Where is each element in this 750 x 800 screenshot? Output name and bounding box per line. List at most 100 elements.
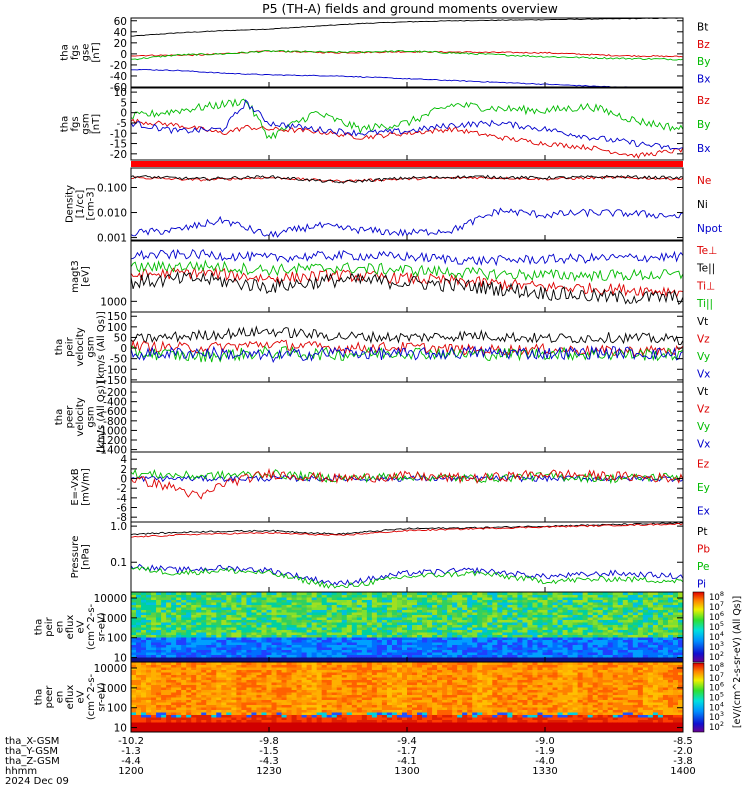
x-row-label: tha_Y-GSM <box>5 746 58 757</box>
y-axis-label: peer <box>65 405 76 429</box>
y-tick-label: 40 <box>114 27 127 39</box>
y-axis-label: (cm^2-s- <box>86 673 97 720</box>
series-line-density-Npot <box>130 207 684 238</box>
legend-entry: By <box>697 119 710 131</box>
legend-entry: Bx <box>697 73 710 85</box>
y-axis-label: [nT] <box>91 42 102 62</box>
colorbar-label: [eV/(cm^2-s-sr-eV) (All Qs)] <box>732 596 743 728</box>
series-line-fgs_gsm-Bz <box>130 118 684 159</box>
series-line-pressure-Pb <box>130 522 684 538</box>
colorbar <box>692 662 705 733</box>
y-tick-label: 1000 <box>100 683 127 695</box>
y-axis-label: [1/cc] <box>75 190 86 219</box>
y-tick-label: 0.010 <box>97 208 127 220</box>
x-tick-label: 1230 <box>256 766 281 777</box>
y-tick-label: 0.100 <box>97 182 127 194</box>
x-tick-label: -1.9 <box>535 746 555 757</box>
series-line-efield-Ez <box>130 467 684 500</box>
legend-entry: Bx <box>697 143 710 155</box>
y-tick-label: -50 <box>110 354 127 366</box>
legend-entry: Pt <box>697 526 707 538</box>
series-line-temperature-Te⊥ <box>130 266 684 299</box>
legend-entry: Te|| <box>696 263 715 275</box>
y-tick-label: 60 <box>114 16 127 28</box>
legend-entry: Ti|| <box>696 298 713 310</box>
y-axis-label: gse <box>80 44 91 62</box>
series-line-fgs_gse-Bx <box>131 68 683 88</box>
x-tick-label: -10.2 <box>118 736 144 747</box>
series-line-pressure-Pe <box>130 566 684 589</box>
panel-frame <box>130 451 684 523</box>
y-tick-label: 100 <box>107 703 127 715</box>
y-axis-label: [nT] <box>91 114 102 134</box>
y-axis-label: gsm <box>86 406 97 427</box>
legend-entry: Bt <box>697 22 708 34</box>
panel-density: 0.100 0.010 0.001 Density [1/cc] [cm-3] Ne Ni Np… <box>65 167 722 245</box>
y-tick-label: -40 <box>110 71 127 83</box>
y-tick-label: -800 <box>103 416 127 428</box>
y-axis-label: velocity <box>75 397 86 436</box>
x-row-label: hhmm <box>5 766 37 777</box>
y-tick-label: 5 <box>120 97 127 109</box>
panel-peer_velocity: -200-400-600-800-1000-1200-1400 tha peer ve… <box>54 381 710 456</box>
panel-peer_spectrogram: 10000 1000 100 10 tha peer en eflux eV (cm^2-s-sr… <box>34 661 684 735</box>
y-axis-label: tha <box>34 619 45 635</box>
y-tick-label: 100 <box>107 633 127 645</box>
legend-entry: Vt <box>697 386 708 398</box>
x-tick-label: -4.0 <box>535 756 555 767</box>
series-line-peir_velocity-Vt <box>130 325 684 345</box>
y-tick-label: 10 <box>114 653 127 665</box>
y-tick-label: 0.1 <box>110 557 127 569</box>
y-tick-label: -20 <box>110 149 127 161</box>
x-tick-label: 1200 <box>118 766 143 777</box>
y-axis-label: fgs <box>70 45 81 60</box>
legend-entry: Ey <box>697 482 710 494</box>
y-tick-label: -1400 <box>96 445 127 457</box>
y-axis-label: tha <box>54 409 65 425</box>
y-tick-label: 0 <box>120 49 127 61</box>
legend-entry: Pe <box>697 561 709 573</box>
legend-entry: Ex <box>697 505 710 517</box>
y-tick-label: -150 <box>103 375 127 387</box>
y-tick-label: 10000 <box>94 663 127 675</box>
series-line-temperature-Te|| <box>130 270 684 305</box>
y-tick-label: -400 <box>103 397 127 409</box>
y-axis-label: peir <box>44 616 55 636</box>
x-tick-label: -9.8 <box>259 736 279 747</box>
y-axis-label: magt3 <box>70 260 81 293</box>
x-tick-label: -3.8 <box>673 756 693 767</box>
y-tick-label: 50 <box>114 332 127 344</box>
series-line-pressure-Pt <box>130 522 684 536</box>
y-axis-label: (cm^2-s- <box>86 603 97 650</box>
panel-peir_spectrogram: 10000 1000 100 10 tha peir en eflux eV (cm^2-s-sr… <box>34 591 684 665</box>
x-tick-label: -1.5 <box>259 746 279 757</box>
x-tick-label: -4.1 <box>397 756 417 767</box>
y-axis-label: en <box>55 691 66 704</box>
y-tick-label: 1000 <box>100 613 127 625</box>
x-tick-label: 1400 <box>670 766 695 777</box>
y-axis-label: en <box>55 621 66 634</box>
y-axis-label: peir <box>65 336 76 356</box>
y-tick-label: 10 <box>114 87 127 99</box>
y-tick-label: 10000 <box>94 593 127 605</box>
y-axis-label: gsm <box>86 336 97 357</box>
panel-efield: 420-2-4-6-8 E=-VxB [mV/m] Ez Ey Ex <box>70 451 710 524</box>
legend-entry: Bz <box>697 39 710 51</box>
legend-entry: Npot <box>697 223 722 235</box>
y-axis-label: gsm <box>80 113 91 134</box>
x-date-label: 2024 Dec 09 <box>5 776 69 787</box>
y-axis-label: peer <box>44 685 55 709</box>
y-axis-label: [cm-3] <box>86 187 97 220</box>
colorbar <box>692 591 705 663</box>
y-axis-label: eflux <box>65 685 76 710</box>
series-line-efield-Ey <box>130 468 684 485</box>
y-axis-label: eV <box>76 620 87 633</box>
legend-entry: Te⊥ <box>696 245 717 257</box>
plot-title: P5 (TH-A) fields and ground moments over… <box>262 1 558 16</box>
y-axis-label: tha <box>59 116 70 132</box>
legend-entry: Ni <box>697 199 708 211</box>
y-axis-label: fgs <box>70 116 81 131</box>
